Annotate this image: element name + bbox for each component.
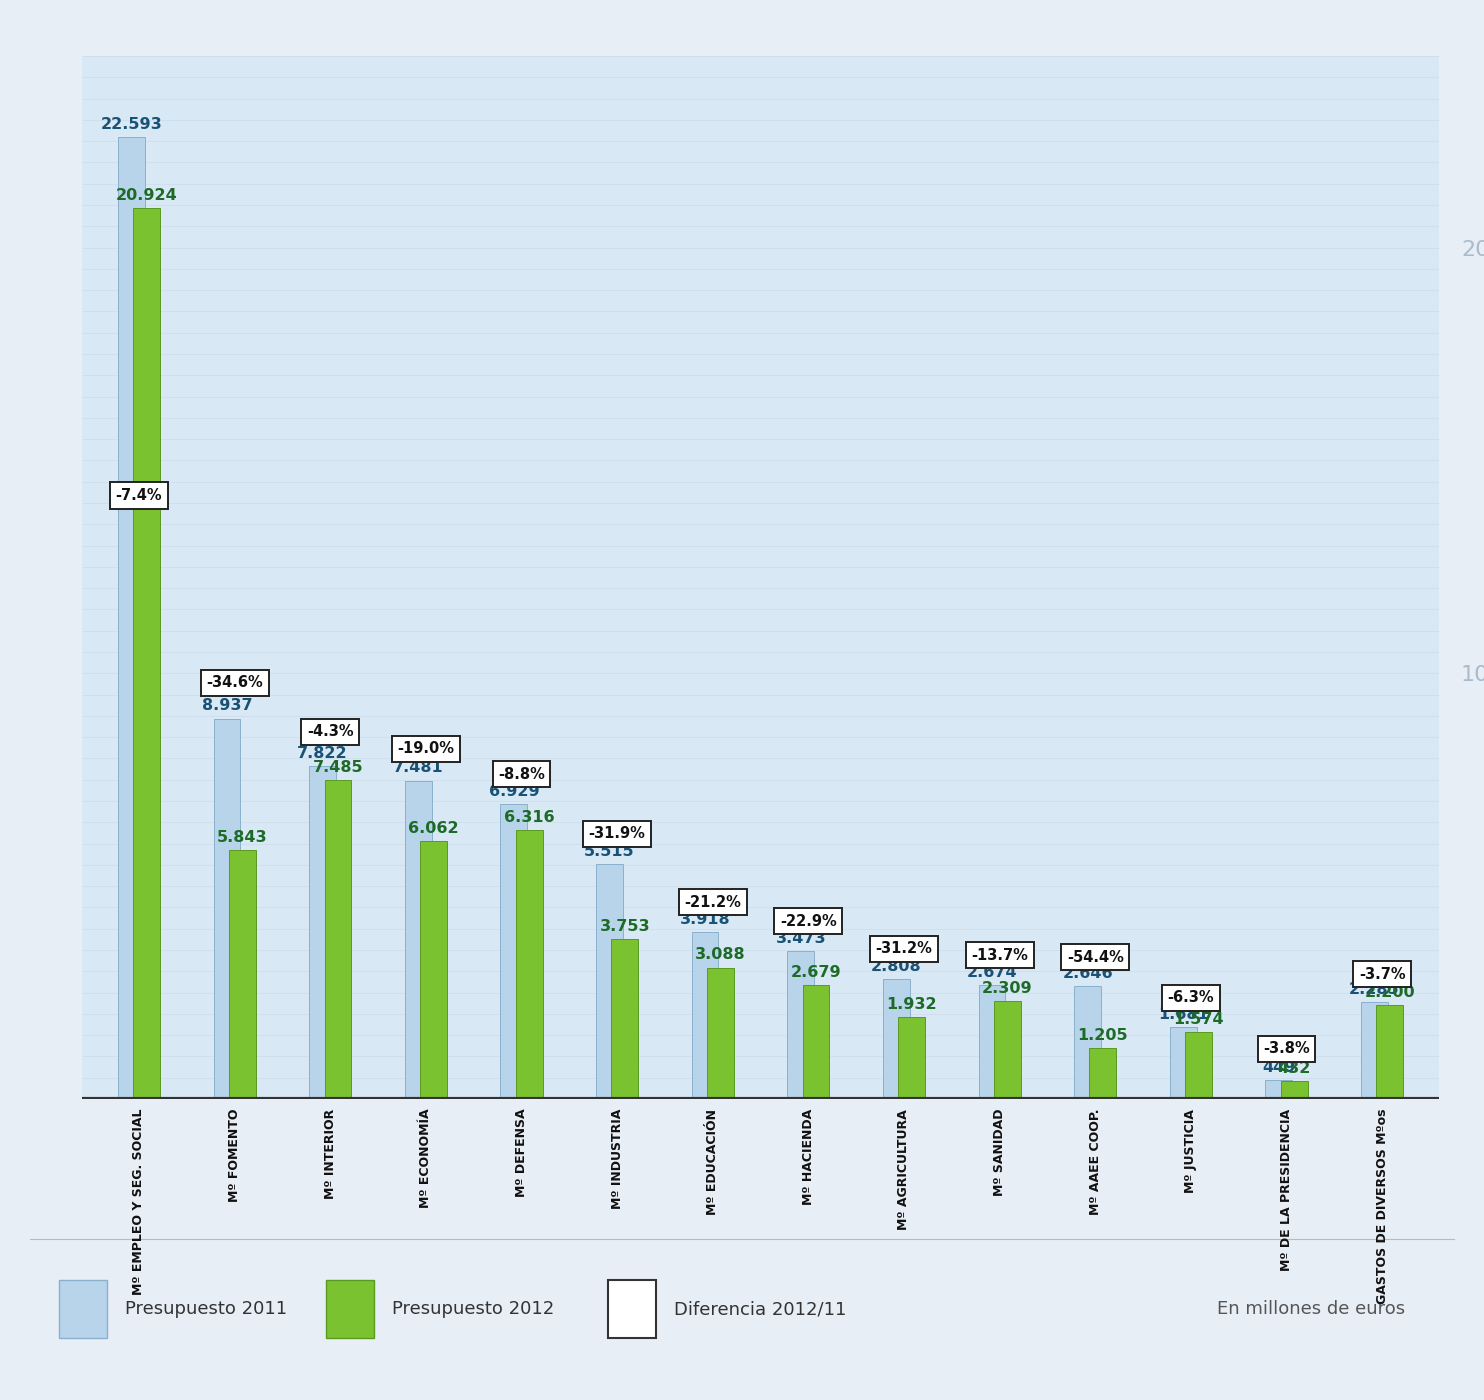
Text: Mº INDUSTRIA: Mº INDUSTRIA <box>610 1109 623 1210</box>
Bar <box>1376 1005 1404 1099</box>
Text: 8.937: 8.937 <box>202 699 252 714</box>
Text: -8.8%: -8.8% <box>499 767 545 781</box>
Bar <box>1281 1081 1307 1099</box>
Bar <box>788 951 815 1099</box>
Bar <box>706 967 733 1099</box>
Text: -19.0%: -19.0% <box>398 742 454 756</box>
Text: 7.485: 7.485 <box>313 760 364 776</box>
Bar <box>1089 1047 1116 1099</box>
Bar <box>994 1001 1021 1099</box>
Text: 7.822: 7.822 <box>297 746 347 760</box>
Bar <box>516 830 543 1099</box>
Text: Presupuesto 2012: Presupuesto 2012 <box>392 1301 554 1317</box>
Text: Mº INTERIOR: Mº INTERIOR <box>324 1109 337 1198</box>
Bar <box>420 841 447 1099</box>
Text: Mº ECONOMÍA: Mº ECONOMÍA <box>420 1109 432 1208</box>
Bar <box>1361 1002 1388 1099</box>
Text: 2.646: 2.646 <box>1063 966 1113 981</box>
Text: -7.4%: -7.4% <box>116 489 162 503</box>
Bar <box>611 939 638 1099</box>
Text: 432: 432 <box>1278 1061 1310 1075</box>
Text: 6.929: 6.929 <box>488 784 539 799</box>
Text: 6.062: 6.062 <box>408 820 459 836</box>
Text: 3.753: 3.753 <box>600 920 650 934</box>
Bar <box>134 209 160 1099</box>
Text: 22.593: 22.593 <box>101 118 162 132</box>
Bar <box>1169 1028 1196 1099</box>
Text: 3.088: 3.088 <box>695 948 745 962</box>
Text: Presupuesto 2011: Presupuesto 2011 <box>125 1301 286 1317</box>
Text: 3.473: 3.473 <box>776 931 827 946</box>
Text: Mº DE LA PRESIDENCIA: Mº DE LA PRESIDENCIA <box>1281 1109 1293 1271</box>
Bar <box>309 766 335 1099</box>
Bar <box>117 137 145 1099</box>
Text: 2.674: 2.674 <box>966 965 1017 980</box>
Text: -6.3%: -6.3% <box>1168 990 1214 1005</box>
Bar <box>597 864 623 1099</box>
Text: Diferencia 2012/11: Diferencia 2012/11 <box>674 1301 846 1317</box>
Text: -54.4%: -54.4% <box>1067 949 1123 965</box>
Text: 20.924: 20.924 <box>116 188 178 203</box>
Bar <box>1074 987 1101 1099</box>
Bar <box>500 804 527 1099</box>
Text: GASTOS DE DIVERSOS Mºos: GASTOS DE DIVERSOS Mºos <box>1376 1109 1389 1305</box>
Bar <box>1186 1032 1212 1099</box>
Text: 5.515: 5.515 <box>585 844 635 860</box>
Bar <box>325 780 352 1099</box>
Text: Mº HACIENDA: Mº HACIENDA <box>801 1109 815 1205</box>
Text: 6.316: 6.316 <box>505 811 555 825</box>
Text: -3.8%: -3.8% <box>1263 1042 1310 1057</box>
Text: Mº AAEE COOP.: Mº AAEE COOP. <box>1089 1109 1101 1215</box>
Text: Mº JUSTICIA: Mº JUSTICIA <box>1184 1109 1198 1193</box>
Text: -34.6%: -34.6% <box>206 675 263 690</box>
Text: -13.7%: -13.7% <box>971 948 1028 963</box>
Text: Mº EMPLEO Y SEG. SOCIAL: Mº EMPLEO Y SEG. SOCIAL <box>132 1109 145 1295</box>
Text: 449: 449 <box>1263 1060 1296 1075</box>
Bar <box>978 986 1005 1099</box>
Text: Mº EDUCACIÓN: Mº EDUCACIÓN <box>706 1109 720 1215</box>
Text: 7.481: 7.481 <box>393 760 444 776</box>
Bar <box>229 850 255 1099</box>
Bar <box>883 980 910 1099</box>
Text: 1.574: 1.574 <box>1174 1012 1224 1026</box>
Text: -22.9%: -22.9% <box>781 914 837 928</box>
Text: -31.2%: -31.2% <box>876 941 932 956</box>
Bar <box>898 1016 925 1099</box>
Text: -31.9%: -31.9% <box>589 826 646 841</box>
Text: 2.200: 2.200 <box>1364 986 1416 1000</box>
Text: 2.309: 2.309 <box>982 980 1033 995</box>
Bar <box>692 932 718 1099</box>
Text: Mº SANIDAD: Mº SANIDAD <box>993 1109 1006 1196</box>
Text: -4.3%: -4.3% <box>307 724 353 739</box>
Text: 1.681: 1.681 <box>1158 1008 1208 1022</box>
Text: En millones de euros: En millones de euros <box>1217 1301 1405 1317</box>
Text: Mº FOMENTO: Mº FOMENTO <box>229 1109 240 1203</box>
Bar <box>803 986 830 1099</box>
Bar <box>1266 1079 1293 1099</box>
Text: 1.205: 1.205 <box>1077 1028 1128 1043</box>
Text: 2.285: 2.285 <box>1349 981 1399 997</box>
Text: 3.918: 3.918 <box>680 911 730 927</box>
Bar <box>405 781 432 1099</box>
Bar <box>214 718 240 1099</box>
Text: Mº AGRICULTURA: Mº AGRICULTURA <box>898 1109 911 1229</box>
Text: 2.808: 2.808 <box>871 959 922 974</box>
Text: 2.679: 2.679 <box>791 965 841 980</box>
Text: -21.2%: -21.2% <box>684 895 741 910</box>
Text: -3.7%: -3.7% <box>1359 967 1405 981</box>
Text: Mº DEFENSA: Mº DEFENSA <box>515 1109 528 1197</box>
Text: 1.932: 1.932 <box>886 997 936 1012</box>
Text: 5.843: 5.843 <box>217 830 267 846</box>
